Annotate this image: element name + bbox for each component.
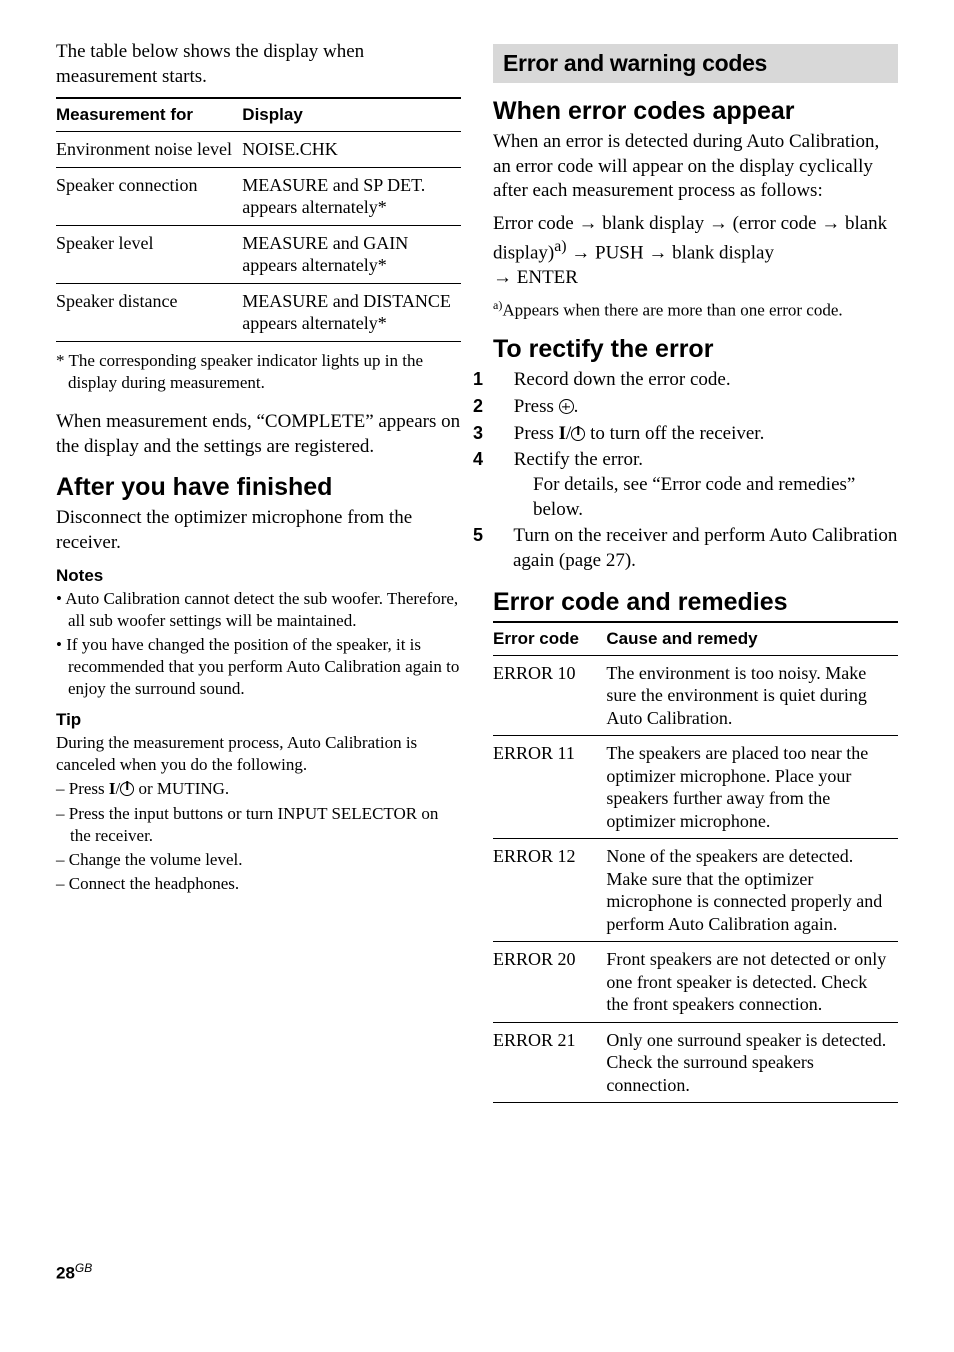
table-cell: MEASURE and GAIN appears alternately*: [242, 225, 461, 283]
when-error-paragraph: When an error is detected during Auto Ca…: [493, 130, 898, 204]
table-row: Speaker connection MEASURE and SP DET. a…: [56, 167, 461, 225]
table-header: Measurement for: [56, 98, 242, 132]
text-fragment: Press: [514, 423, 559, 444]
after-table-paragraph: When measurement ends, “COMPLETE” appear…: [56, 410, 461, 459]
right-column: Error and warning codes When error codes…: [493, 40, 898, 1111]
step-item: 3 Press I/ to turn off the receiver.: [493, 422, 898, 447]
intro-paragraph: The table below shows the display when m…: [56, 40, 461, 89]
text-fragment: (error code: [728, 213, 821, 234]
text-fragment: Error code: [493, 213, 578, 234]
text-fragment: Appears when there are more than one err…: [502, 301, 842, 320]
step-subtext: For details, see “Error code and remedie…: [513, 473, 898, 522]
text-fragment: blank display: [667, 242, 774, 263]
rectify-heading: To rectify the error: [493, 335, 898, 364]
step-item: 5 Turn on the receiver and perform Auto …: [493, 524, 898, 573]
table-cell: The environment is too noisy. Make sure …: [606, 655, 898, 736]
text-fragment: Press: [514, 396, 559, 417]
list-item: If you have changed the position of the …: [56, 634, 461, 700]
text-fragment: PUSH: [590, 242, 648, 263]
table-cell: Front speakers are not detected or only …: [606, 942, 898, 1023]
when-error-heading: When error codes appear: [493, 97, 898, 126]
text-fragment: blank display: [597, 213, 708, 234]
text-fragment: to turn off the receiver.: [585, 423, 764, 444]
step-item: 1 Record down the error code.: [493, 368, 898, 393]
rectify-steps: 1 Record down the error code. 2 Press . …: [493, 368, 898, 574]
table-cell: The speakers are placed too near the opt…: [606, 736, 898, 839]
table-cell: Speaker level: [56, 225, 242, 283]
table-cell: ERROR 10: [493, 655, 606, 736]
arrow-icon: →: [571, 242, 590, 263]
table-cell: ERROR 20: [493, 942, 606, 1023]
table-cell: ERROR 11: [493, 736, 606, 839]
error-flow-line: Error code → blank display → (error code…: [493, 212, 898, 290]
page-number: 28: [56, 1264, 75, 1283]
table-cell: NOISE.CHK: [242, 132, 461, 168]
table-row: ERROR 21 Only one surround speaker is de…: [493, 1022, 898, 1103]
footnote-marker: a): [554, 238, 566, 255]
arrow-icon: →: [493, 267, 512, 288]
table-cell: Environment noise level: [56, 132, 242, 168]
table-row: Speaker level MEASURE and GAIN appears a…: [56, 225, 461, 283]
page-region: GB: [75, 1261, 92, 1275]
table-row: ERROR 12 None of the speakers are detect…: [493, 839, 898, 942]
list-item: Press I/ or MUTING.: [56, 778, 461, 800]
table-cell: MEASURE and DISTANCE appears alternately…: [242, 283, 461, 341]
text-fragment: Record down the error code.: [514, 369, 731, 390]
error-codes-table: Error code Cause and remedy ERROR 10 The…: [493, 621, 898, 1104]
tip-list: Press I/ or MUTING. Press the input butt…: [56, 778, 461, 894]
arrow-icon: →: [578, 213, 597, 234]
step-item: 2 Press .: [493, 395, 898, 420]
power-icon: [120, 782, 134, 796]
section-title-bar: Error and warning codes: [493, 44, 898, 83]
error-codes-heading: Error code and remedies: [493, 588, 898, 617]
list-item: Auto Calibration cannot detect the sub w…: [56, 588, 461, 632]
footnote-a: a)Appears when there are more than one e…: [493, 298, 898, 321]
table-cell: Speaker connection: [56, 167, 242, 225]
left-column: The table below shows the display when m…: [56, 40, 461, 1111]
arrow-icon: →: [648, 242, 667, 263]
table-row: Environment noise level NOISE.CHK: [56, 132, 461, 168]
table-cell: Speaker distance: [56, 283, 242, 341]
text-fragment: .: [574, 396, 579, 417]
table-header: Error code: [493, 622, 606, 656]
text-fragment: Press: [69, 779, 109, 798]
table-row: Speaker distance MEASURE and DISTANCE ap…: [56, 283, 461, 341]
tip-intro: During the measurement process, Auto Cal…: [56, 732, 461, 776]
list-item: Press the input buttons or turn INPUT SE…: [56, 803, 461, 847]
after-finished-heading: After you have finished: [56, 473, 461, 502]
step-item: 4 Rectify the error. For details, see “E…: [493, 448, 898, 522]
table-cell: ERROR 21: [493, 1022, 606, 1103]
after-finished-paragraph: Disconnect the optimizer microphone from…: [56, 506, 461, 555]
power-icon: [571, 427, 585, 441]
text-fragment: Rectify the error.: [514, 449, 643, 470]
arrow-icon: →: [821, 213, 840, 234]
table-cell: ERROR 12: [493, 839, 606, 942]
table-row: ERROR 10 The environment is too noisy. M…: [493, 655, 898, 736]
two-column-layout: The table below shows the display when m…: [56, 40, 898, 1111]
notes-list: Auto Calibration cannot detect the sub w…: [56, 588, 461, 700]
table-header: Display: [242, 98, 461, 132]
list-item: Change the volume level.: [56, 849, 461, 871]
table-footnote: * The corresponding speaker indicator li…: [68, 350, 461, 394]
page-footer: 28GB: [56, 1261, 898, 1284]
text-fragment: Turn on the receiver and perform Auto Ca…: [513, 525, 897, 571]
plus-icon: [559, 399, 574, 414]
table-cell: MEASURE and SP DET. appears alternately*: [242, 167, 461, 225]
notes-heading: Notes: [56, 566, 461, 586]
text-fragment: or MUTING.: [134, 779, 229, 798]
tip-heading: Tip: [56, 710, 461, 730]
table-row: ERROR 11 The speakers are placed too nea…: [493, 736, 898, 839]
table-cell: Only one surround speaker is detected. C…: [606, 1022, 898, 1103]
arrow-icon: →: [709, 213, 728, 234]
measurement-display-table: Measurement for Display Environment nois…: [56, 97, 461, 342]
text-fragment: ENTER: [512, 267, 578, 288]
table-cell: None of the speakers are detected. Make …: [606, 839, 898, 942]
list-item: Connect the headphones.: [56, 873, 461, 895]
table-header: Cause and remedy: [606, 622, 898, 656]
table-row: ERROR 20 Front speakers are not detected…: [493, 942, 898, 1023]
